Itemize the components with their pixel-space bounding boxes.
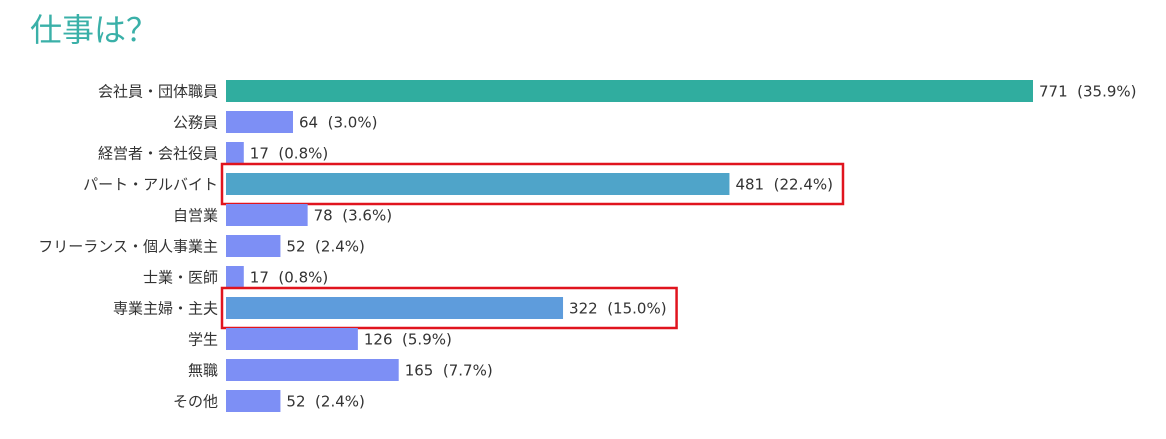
highlight-box (220, 162, 845, 206)
bar (226, 142, 244, 164)
value-label: 771 (35.9%) (1039, 83, 1137, 101)
value-label: 64 (3.0%) (299, 114, 377, 132)
bar (226, 235, 281, 257)
bar (226, 359, 399, 381)
value-label: 126 (5.9%) (364, 331, 452, 349)
category-label: フリーランス・個人事業主 (38, 238, 218, 256)
value-label: 322 (15.0%) (569, 300, 667, 318)
category-label: その他 (173, 393, 218, 411)
category-label: 経営者・会社役員 (98, 145, 218, 163)
bar (226, 390, 281, 412)
bar (226, 297, 564, 319)
chart-title: 仕事は？ (30, 11, 158, 49)
bar (226, 80, 1033, 102)
value-label: 17 (0.8%) (250, 269, 328, 287)
category-label: 学生 (188, 331, 218, 349)
category-label: 士業・医師 (143, 269, 218, 287)
value-label: 52 (2.4%) (286, 238, 364, 256)
category-label: 無職 (188, 362, 218, 380)
category-label: 専業主婦・主夫 (113, 300, 218, 318)
value-label: 17 (0.8%) (250, 145, 328, 163)
value-label: 481 (22.4%) (735, 176, 833, 194)
value-label: 52 (2.4%) (286, 393, 364, 411)
value-label: 78 (3.6%) (314, 207, 392, 225)
category-label: 自営業 (173, 207, 218, 225)
category-label: 公務員 (173, 114, 218, 132)
bar (226, 266, 244, 288)
category-label: 会社員・団体職員 (98, 83, 218, 101)
bar (226, 204, 308, 226)
category-label: パート・アルバイト (83, 176, 218, 194)
value-label: 165 (7.7%) (405, 362, 493, 380)
bar (226, 111, 293, 133)
bar (226, 328, 358, 350)
highlight-box (220, 286, 678, 330)
bar (226, 173, 730, 195)
